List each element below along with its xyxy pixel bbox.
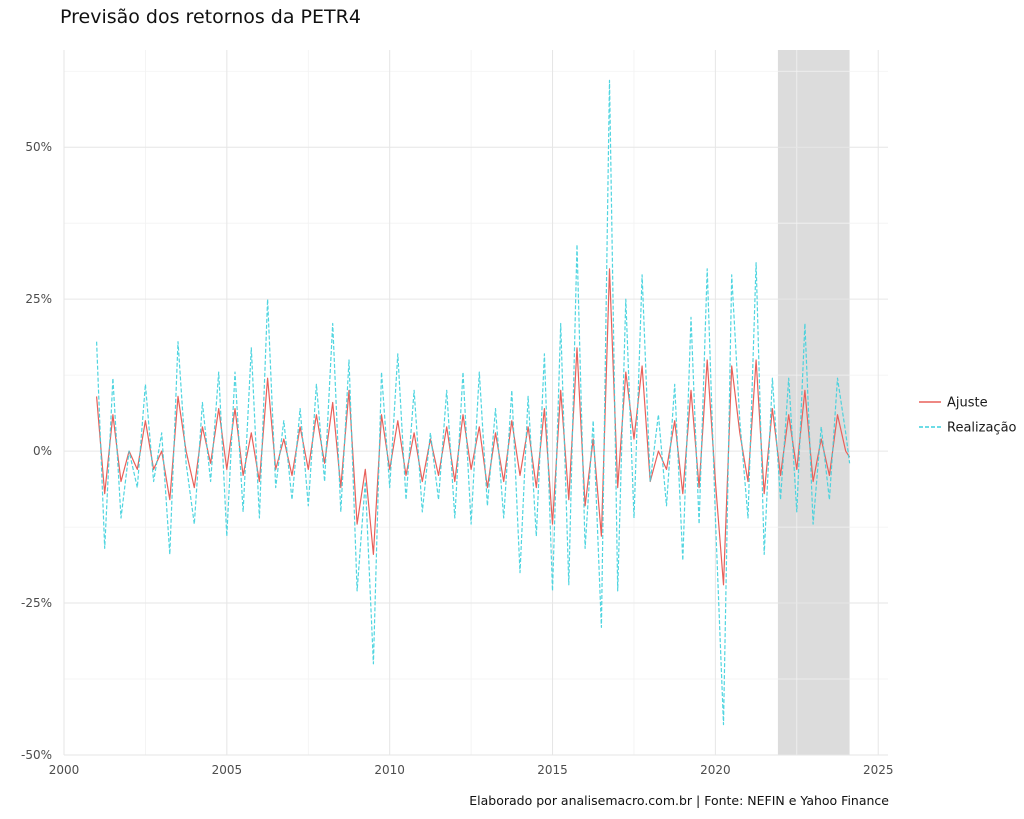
y-tick-label: -25%: [21, 596, 52, 610]
series-line-ajuste: [96, 268, 851, 586]
y-tick-label: 50%: [25, 140, 52, 154]
legend-label: Ajuste: [947, 396, 988, 411]
series-lines: [96, 79, 851, 726]
x-tick-label: 2000: [49, 763, 80, 777]
series-line-realizacao: [96, 79, 851, 726]
grid-major: [63, 50, 888, 756]
y-tick-label: 25%: [25, 292, 52, 306]
grid-minor: [64, 50, 888, 755]
highlight-region: [777, 50, 850, 755]
x-tick-label: 2020: [700, 763, 731, 777]
y-tick-label: 0%: [33, 444, 52, 458]
x-tick-label: 2010: [374, 763, 405, 777]
legend: Ajuste Realização: [919, 396, 1017, 436]
x-tick-label: 2005: [212, 763, 243, 777]
legend-label: Realização: [947, 421, 1017, 436]
x-tick-label: 2025: [863, 763, 894, 777]
chart-title: Previsão dos retornos da PETR4: [60, 6, 361, 28]
x-axis: 2000 2005 2010 2015 2020 2025: [49, 763, 894, 777]
chart-caption: Elaborado por analisemacro.com.br | Font…: [469, 793, 889, 808]
y-tick-label: -50%: [21, 748, 52, 762]
x-tick-label: 2015: [537, 763, 568, 777]
y-axis: -50% -25% 0% 25% 50%: [21, 140, 52, 762]
